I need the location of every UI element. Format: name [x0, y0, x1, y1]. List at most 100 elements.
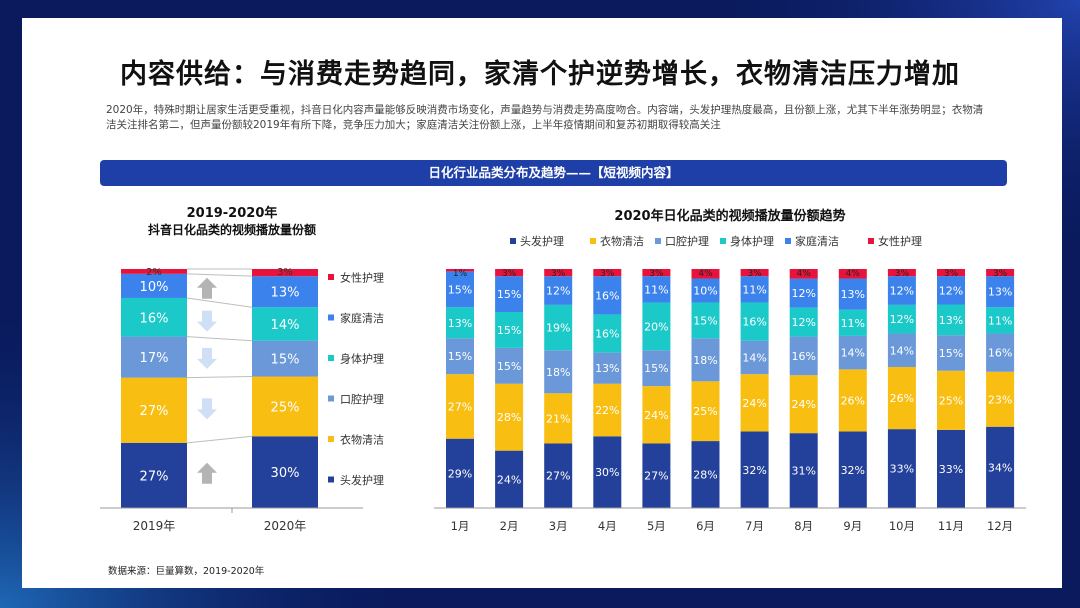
bar-value-label-1-3: 14% — [271, 318, 300, 333]
legend-swatch-3 — [328, 395, 334, 402]
bar-segment-2-5 — [544, 269, 573, 277]
bar-value-label-9-1: 26% — [890, 392, 914, 405]
bar-value-label-2-4: 12% — [546, 285, 570, 298]
bar-value-label-5-5: 4% — [698, 269, 713, 279]
bar-value-label-7-3: 12% — [791, 316, 815, 329]
bar-value-label-3-5: 3% — [600, 269, 615, 279]
chart-subtitle: 抖音日化品类的视频播放量份额 — [148, 222, 316, 237]
bar-value-label-2-2: 18% — [546, 366, 570, 379]
bar-value-label-1-2: 15% — [497, 360, 521, 373]
bar-value-label-1-0: 30% — [271, 466, 300, 481]
bar-value-label-0-3: 16% — [140, 311, 169, 326]
x-tick-label-0: 2019年 — [133, 519, 176, 533]
legend-label-4: 家庭清洁 — [795, 234, 839, 248]
bar-segment-9-3 — [887, 304, 916, 334]
bar-value-label-3-1: 22% — [595, 404, 619, 417]
bar-value-label-3-3: 16% — [595, 328, 619, 341]
connector-line-0 — [186, 435, 253, 444]
bar-segment-9-5 — [887, 269, 916, 277]
bar-value-label-6-1: 24% — [742, 397, 766, 410]
legend-label-2: 口腔护理 — [665, 234, 709, 248]
bar-segment-7-5 — [789, 269, 818, 279]
legend-label-1: 衣物清洁 — [600, 234, 644, 248]
bar-segment-6-3 — [740, 302, 769, 341]
bar-value-label-2-3: 19% — [546, 322, 570, 335]
bar-segment-0-3 — [121, 297, 187, 337]
bar-segment-11-1 — [986, 371, 1015, 427]
bar-value-label-1-5: 3% — [502, 269, 517, 279]
bar-segment-8-2 — [838, 335, 867, 370]
bar-value-label-7-0: 31% — [791, 465, 815, 478]
bar-value-label-1-0: 24% — [497, 473, 521, 486]
bar-value-label-2-1: 21% — [546, 412, 570, 425]
bar-value-label-11-5: 3% — [993, 269, 1008, 279]
bar-value-label-4-0: 27% — [644, 470, 668, 483]
x-tick-label-8: 9月 — [843, 519, 862, 533]
bar-segment-1-0 — [495, 450, 524, 508]
bar-segment-1-1 — [252, 376, 318, 437]
connector-line-4 — [186, 273, 253, 277]
bar-segment-3-5 — [593, 269, 622, 277]
trend-arrow-up-icon — [197, 462, 217, 484]
bar-segment-5-2 — [691, 338, 720, 382]
x-tick-label-4: 5月 — [647, 519, 666, 533]
bar-segment-2-1 — [544, 393, 573, 444]
bar-value-label-4-4: 11% — [644, 283, 668, 296]
bar-value-label-1-4: 15% — [497, 288, 521, 301]
legend-swatch-3 — [720, 238, 726, 244]
bar-value-label-1-1: 28% — [497, 411, 521, 424]
bar-value-label-0-0: 27% — [140, 469, 169, 484]
bar-value-label-0-4: 10% — [140, 280, 169, 295]
bar-segment-5-3 — [691, 302, 720, 339]
bar-value-label-5-1: 25% — [693, 405, 717, 418]
bar-segment-1-4 — [495, 276, 524, 313]
bar-value-label-5-0: 28% — [693, 469, 717, 482]
bar-segment-1-1 — [495, 383, 524, 451]
bar-segment-10-5 — [937, 269, 965, 277]
bar-segment-10-0 — [937, 429, 965, 508]
legend-swatch-1 — [328, 314, 334, 321]
bar-segment-9-2 — [887, 333, 916, 367]
bar-segment-6-1 — [740, 374, 769, 432]
bar-segment-9-1 — [887, 366, 916, 430]
bar-value-label-7-2: 16% — [791, 350, 815, 363]
bar-value-label-0-5: 2% — [146, 267, 162, 278]
legend-label-0: 头发护理 — [520, 234, 564, 248]
bar-value-label-10-4: 12% — [939, 284, 963, 297]
bar-segment-9-0 — [887, 429, 916, 508]
bar-segment-3-1 — [593, 383, 622, 437]
bar-value-label-4-3: 20% — [644, 320, 668, 333]
bar-value-label-11-4: 13% — [988, 286, 1012, 299]
bar-value-label-11-3: 11% — [988, 314, 1012, 327]
bar-value-label-7-5: 4% — [797, 269, 812, 279]
bar-segment-10-2 — [937, 335, 965, 371]
bar-segment-2-0 — [544, 443, 573, 508]
bar-value-label-1-2: 15% — [271, 353, 300, 368]
bar-segment-7-2 — [789, 336, 818, 376]
trend-arrow-down-icon — [197, 310, 217, 332]
bar-segment-7-1 — [789, 375, 818, 434]
page-title: 内容供给：与消费走势趋同，家清个护逆势增长，衣物清洁压力增加 — [120, 59, 960, 90]
bar-value-label-10-5: 3% — [944, 269, 959, 279]
bar-value-label-5-2: 18% — [693, 354, 717, 367]
bar-segment-2-4 — [544, 276, 573, 305]
x-tick-label-7: 8月 — [794, 519, 813, 533]
bar-value-label-11-0: 34% — [988, 461, 1012, 474]
bar-value-label-8-3: 11% — [841, 317, 865, 330]
bar-segment-8-1 — [838, 369, 867, 432]
bar-segment-2-2 — [544, 350, 573, 394]
bar-segment-4-5 — [642, 269, 671, 277]
bar-value-label-9-5: 3% — [895, 269, 910, 279]
bar-value-label-10-3: 13% — [939, 314, 963, 327]
bar-segment-11-5 — [986, 269, 1015, 277]
bar-value-label-6-5: 3% — [747, 269, 762, 279]
bar-segment-1-2 — [252, 340, 318, 377]
bar-value-label-6-0: 32% — [742, 464, 766, 477]
legend-label-0: 女性护理 — [340, 271, 384, 285]
bar-segment-4-1 — [642, 386, 671, 444]
bar-value-label-4-1: 24% — [644, 409, 668, 422]
legend-swatch-0 — [328, 274, 334, 280]
legend-label-1: 家庭清洁 — [340, 311, 384, 325]
bar-segment-6-4 — [740, 276, 769, 303]
